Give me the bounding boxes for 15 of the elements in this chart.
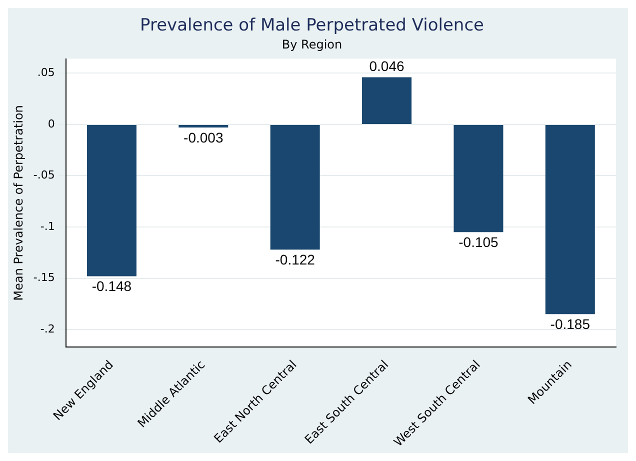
y-tick-label: -.1 xyxy=(40,220,55,233)
chart-subtitle: By Region xyxy=(282,38,342,52)
data-label: 0.046 xyxy=(369,58,404,74)
chart-title: Prevalence of Male Perpetrated Violence xyxy=(140,16,484,36)
y-tick-label: 0 xyxy=(48,117,55,130)
y-axis-title: Mean Prevalence of Perpetration xyxy=(11,105,26,301)
data-label: -0.185 xyxy=(550,316,590,332)
y-tick-label: .05 xyxy=(37,66,55,80)
y-tick-label: -.05 xyxy=(33,168,55,182)
data-label: -0.003 xyxy=(184,129,224,146)
data-label: -0.122 xyxy=(275,251,316,268)
y-tick-label: -.15 xyxy=(33,271,55,284)
y-tick-label: -.2 xyxy=(40,322,55,336)
data-label: -0.148 xyxy=(92,278,132,294)
data-label: -0.105 xyxy=(458,234,499,250)
